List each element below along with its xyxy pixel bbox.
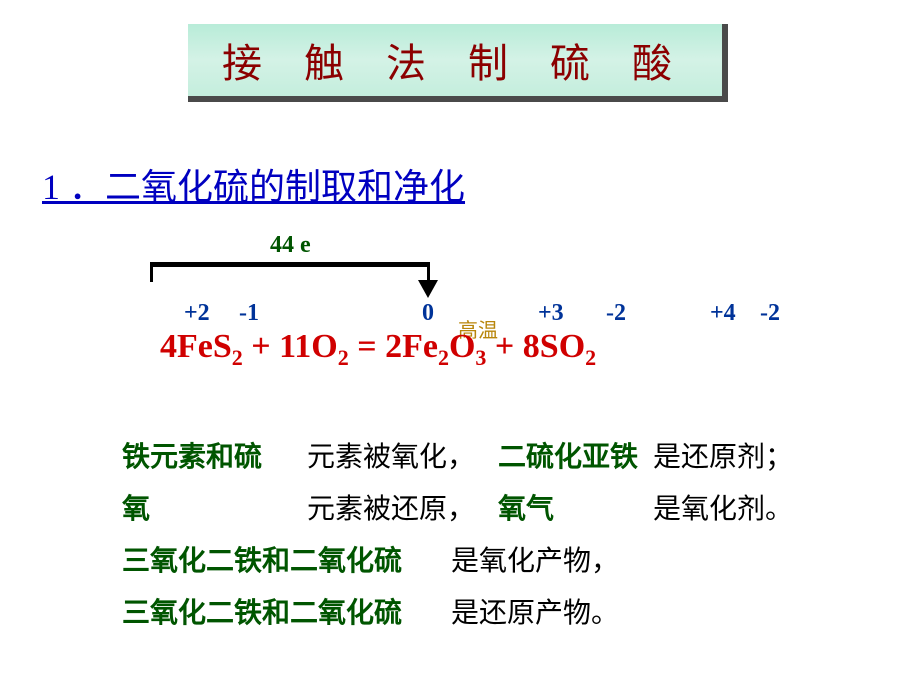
eq-sub-1: 2	[232, 345, 243, 370]
row4-a: 三氧化二铁和二氧化硫	[122, 588, 444, 640]
title-box: 接 触 法 制 硫 酸	[188, 24, 728, 102]
electron-arrow-diagram	[150, 262, 440, 302]
eq-part-5: + 8SO	[486, 328, 585, 365]
ox-state-s-so2: +4	[710, 300, 736, 327]
arrow-vertical-left-line	[150, 262, 153, 282]
ox-state-s-left: -1	[239, 300, 259, 327]
arrow-vertical-right-line	[427, 262, 430, 282]
eq-part-1: 4FeS	[160, 328, 232, 365]
row1-a: 铁元素和硫	[122, 432, 300, 484]
row2-a: 氧	[122, 484, 300, 536]
chemical-equation: 4FeS2 + 11O2 = 2Fe2O3 + 8SO2	[160, 328, 596, 371]
ox-state-fe: +2	[184, 300, 210, 327]
eq-equals: =	[349, 328, 385, 365]
eq-sub-4: 3	[475, 345, 486, 370]
eq-sub-2: 2	[338, 345, 349, 370]
section-heading: 1 ．二氧化硫的制取和净化	[42, 158, 465, 210]
row4-b: 是还原产物。	[451, 598, 619, 629]
row2-d: 是氧化剂。	[653, 484, 793, 536]
eq-sub-5: 2	[585, 345, 596, 370]
eq-part-2: + 11O	[243, 328, 338, 365]
analysis-block: 铁元素和硫 元素被氧化， 二硫化亚铁 是还原剂； 氧 元素被还原， 氧气 是氧化…	[122, 432, 793, 640]
row1-c: 二硫化亚铁	[498, 432, 646, 484]
analysis-row-1: 铁元素和硫 元素被氧化， 二硫化亚铁 是还原剂；	[122, 432, 793, 484]
electron-transfer-label: 44 e	[270, 232, 311, 259]
eq-part-3: 2Fe	[385, 328, 438, 365]
analysis-row-3: 三氧化二铁和二氧化硫 是氧化产物，	[122, 536, 793, 588]
row1-d: 是还原剂；	[653, 432, 793, 484]
row2-c: 氧气	[498, 484, 646, 536]
analysis-row-2: 氧 元素被还原， 氧气 是氧化剂。	[122, 484, 793, 536]
slide-title: 接 触 法 制 硫 酸	[222, 31, 688, 89]
ox-state-o2: 0	[422, 300, 434, 327]
row2-b: 元素被还原，	[307, 484, 491, 536]
ox-state-o-so2: -2	[760, 300, 780, 327]
analysis-row-4: 三氧化二铁和二氧化硫 是还原产物。	[122, 588, 793, 640]
arrow-head-icon	[418, 280, 438, 298]
ox-state-fe-right: +3	[538, 300, 564, 327]
row3-b: 是氧化产物，	[451, 546, 619, 577]
row1-b: 元素被氧化，	[307, 432, 491, 484]
eq-part-4: O	[449, 328, 475, 365]
ox-state-o-fe2o3: -2	[606, 300, 626, 327]
row3-a: 三氧化二铁和二氧化硫	[122, 536, 444, 588]
eq-sub-3: 2	[438, 345, 449, 370]
arrow-horizontal-line	[150, 262, 430, 267]
